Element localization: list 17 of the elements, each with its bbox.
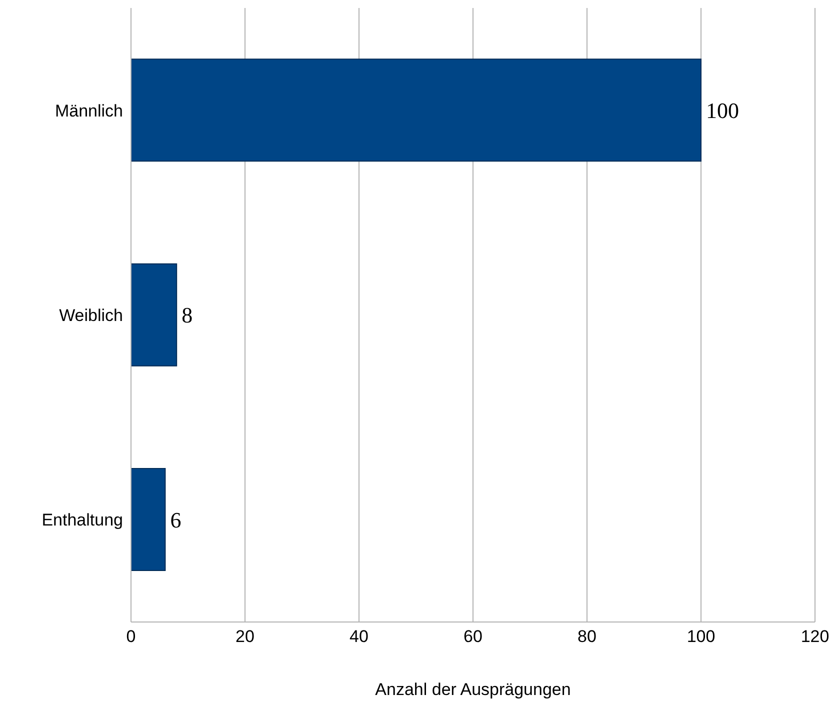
bar (131, 263, 178, 366)
x-tick-label: 120 (800, 627, 830, 646)
x-tick-label: 60 (464, 627, 482, 646)
bar (131, 468, 166, 571)
x-tick-label: 80 (578, 627, 596, 646)
data-label: 8 (182, 302, 193, 328)
y-tick-label: Männlich (54, 101, 123, 120)
x-tick-label: 0 (126, 627, 136, 646)
x-tick-label: 20 (236, 627, 254, 646)
x-tick-label: 100 (686, 627, 716, 646)
data-label: 6 (170, 507, 182, 532)
y-tick-label: Enthaltung (42, 510, 123, 530)
x-axis-title: Anzahl der Ausprägungen (375, 680, 571, 699)
data-label: 100 (706, 98, 739, 123)
x-tick-label: 40 (350, 627, 368, 646)
y-tick-label: Weiblich (59, 306, 123, 326)
bar (131, 58, 702, 162)
